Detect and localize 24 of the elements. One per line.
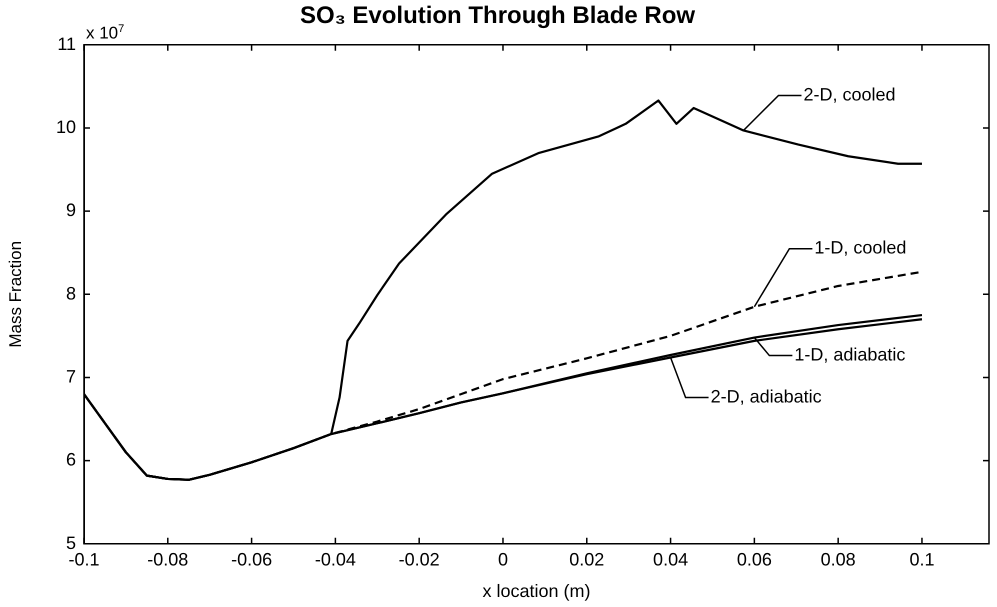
text: 2-D, adiabatic <box>710 386 822 406</box>
y-tick-label: 6 <box>66 450 76 470</box>
x-tick-label: 0.02 <box>569 550 604 570</box>
text: 2-D, cooled <box>803 84 896 104</box>
x-tick-label: -0.04 <box>314 550 356 570</box>
y-axis-title: Mass Fraction <box>6 240 25 348</box>
y-tick-label: 10 <box>56 116 76 137</box>
x-tick-label: -0.02 <box>398 550 440 570</box>
x-tick-label: 0.1 <box>909 550 934 570</box>
x-tick-label: -0.06 <box>231 550 272 570</box>
text: x 10$^{7}$ <box>86 22 124 44</box>
chart-title: SO₃ Evolution Through Blade Row <box>300 2 696 30</box>
x-tick-label: 0 <box>498 550 508 570</box>
y-tick-label: 11 <box>57 34 76 54</box>
y-tick-label: 8 <box>66 283 76 304</box>
series-label: 1-D, cooled <box>814 238 906 258</box>
y-tick-label: 9 <box>66 200 76 220</box>
legend-label: 1-D, adiabatic <box>794 344 906 365</box>
x-tick-label: 0.06 <box>736 550 772 570</box>
y-tick-label: 7 <box>66 366 76 386</box>
x-tick-label: 0.08 <box>820 550 856 570</box>
x-tick-label: -0.08 <box>147 550 188 570</box>
x-tick-label: 0.04 <box>653 550 688 570</box>
x-axis-title: x location (m) <box>482 581 591 602</box>
